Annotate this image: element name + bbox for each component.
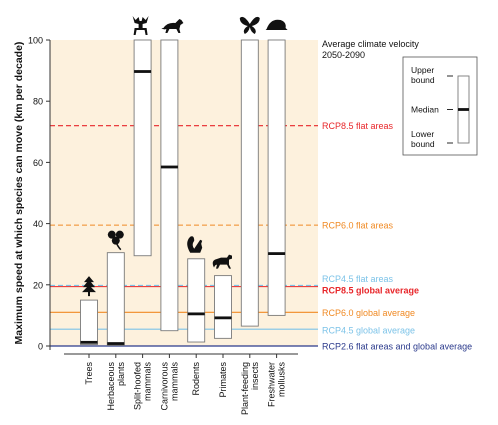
- moose-icon: [132, 16, 149, 35]
- category-label: Split-hoofed: [133, 362, 143, 410]
- snail-icon: [265, 19, 288, 30]
- legend-label: bound: [411, 139, 435, 149]
- legend-label: Lower: [411, 129, 434, 139]
- median-bar: [187, 312, 205, 316]
- legend-label: Median: [411, 105, 439, 115]
- legend-label: bound: [411, 75, 435, 85]
- reference-line-label: RCP6.0 global average: [322, 308, 415, 318]
- y-tick-label: 40: [33, 219, 43, 229]
- category-label: Herbaceous: [106, 362, 116, 411]
- range-box: [80, 299, 98, 345]
- category-label: Rodents: [191, 362, 201, 396]
- y-tick-label: 100: [28, 36, 43, 46]
- reference-line-label: RCP4.5 global average: [322, 325, 415, 335]
- category-label: plants: [116, 362, 126, 387]
- reference-line-label: RCP8.5 flat areas: [322, 121, 394, 131]
- reference-line-label: RCP8.5 global average: [322, 286, 419, 296]
- butterfly-icon: [239, 16, 260, 34]
- range-box: [106, 252, 125, 346]
- range-box: [214, 275, 232, 339]
- range-box: [160, 39, 179, 332]
- y-tick-label: 20: [33, 280, 43, 290]
- median-bar: [107, 342, 125, 345]
- range-box: [240, 39, 259, 327]
- y-tick-label: 60: [33, 158, 43, 168]
- category-label: Carnivorous: [159, 362, 169, 411]
- category-label: mollusks: [277, 362, 287, 398]
- category-label: mammals: [169, 362, 179, 402]
- median-bar: [268, 252, 286, 255]
- reference-line-label: RCP2.6 flat areas and global average: [322, 342, 472, 352]
- range-box: [267, 39, 286, 316]
- category-label: mammals: [143, 362, 153, 402]
- velocity-title: 2050-2090: [322, 50, 365, 60]
- velocity-title: Average climate velocity: [322, 39, 419, 49]
- median-bar: [80, 340, 98, 344]
- wolf-icon: [161, 19, 184, 33]
- reference-line-label: RCP6.0 flat areas: [322, 221, 394, 231]
- legend-label: Upper: [411, 65, 434, 75]
- category-label: insects: [250, 362, 260, 391]
- category-label: Freshwater: [267, 362, 277, 407]
- category-label: Trees: [84, 362, 94, 385]
- y-tick-label: 80: [33, 97, 43, 107]
- category-label: Plant-feeding: [240, 362, 250, 415]
- y-tick-label: 0: [38, 342, 43, 352]
- reference-line-label: RCP4.5 flat areas: [322, 274, 394, 284]
- category-label: Primates: [218, 362, 228, 398]
- y-axis-label: Maximum speed at which species can move …: [13, 42, 25, 345]
- range-box: [133, 39, 152, 257]
- range-box: [187, 258, 206, 343]
- median-bar: [160, 165, 178, 169]
- median-bar: [214, 316, 232, 320]
- median-bar: [134, 70, 152, 73]
- legend-median-bar: [458, 108, 469, 111]
